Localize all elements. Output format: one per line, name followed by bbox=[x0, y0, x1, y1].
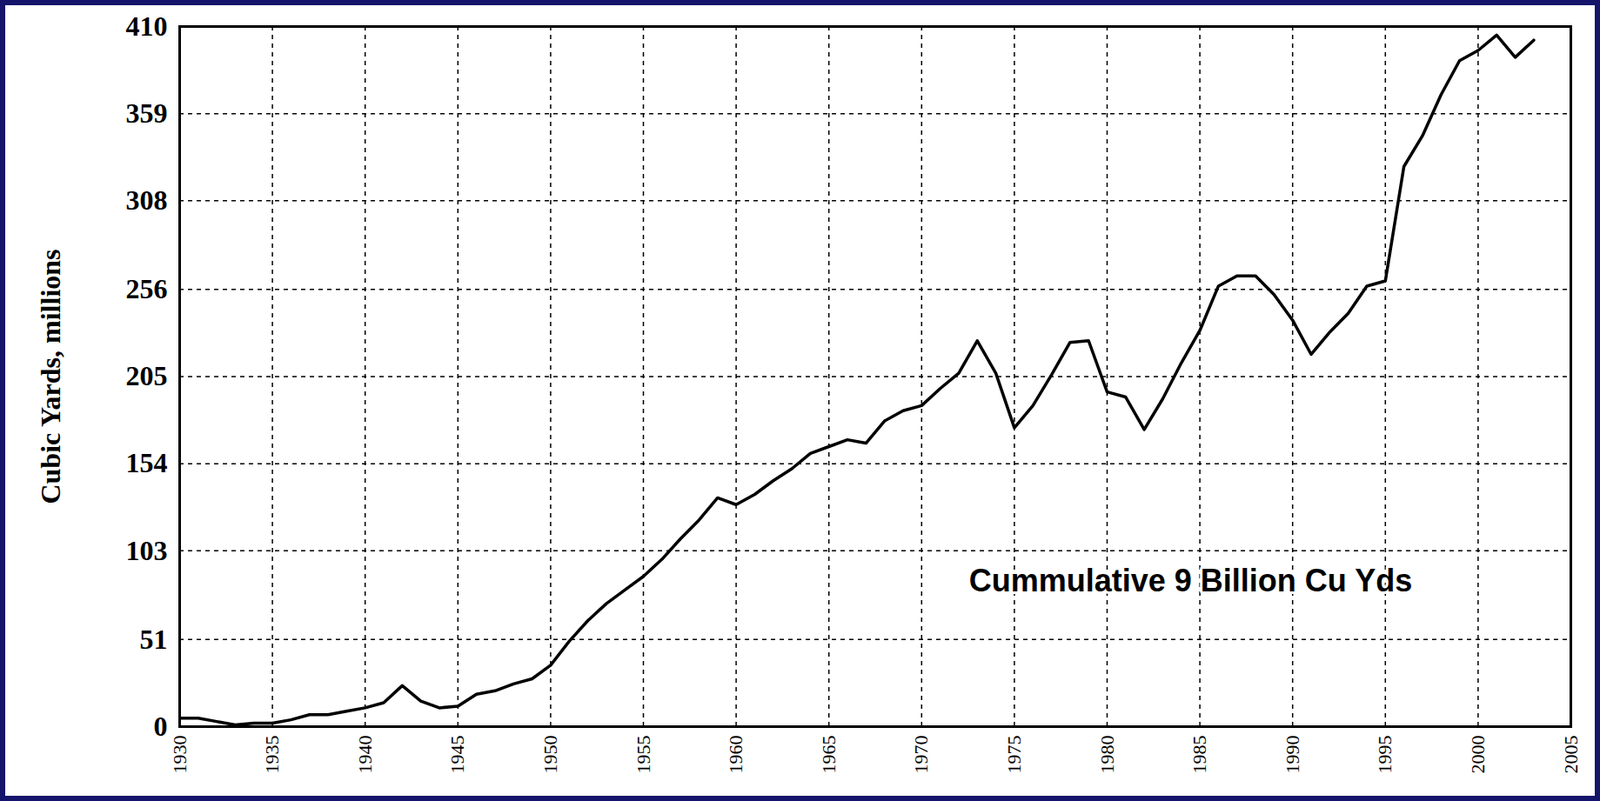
svg-text:103: 103 bbox=[126, 535, 168, 567]
svg-text:1965: 1965 bbox=[817, 736, 840, 775]
svg-text:359: 359 bbox=[126, 97, 168, 129]
svg-text:1970: 1970 bbox=[910, 736, 932, 775]
svg-text:1935: 1935 bbox=[261, 736, 283, 775]
svg-text:410: 410 bbox=[126, 10, 168, 42]
svg-text:Cubic Yards, millions: Cubic Yards, millions bbox=[34, 248, 67, 504]
svg-text:308: 308 bbox=[126, 184, 168, 216]
svg-text:1975: 1975 bbox=[1003, 736, 1025, 775]
svg-text:1950: 1950 bbox=[539, 736, 562, 775]
svg-text:256: 256 bbox=[126, 273, 168, 305]
svg-text:1990: 1990 bbox=[1281, 736, 1304, 775]
svg-text:1930: 1930 bbox=[168, 736, 191, 775]
svg-text:Cummulative 9 Billion Cu Yds: Cummulative 9 Billion Cu Yds bbox=[969, 562, 1413, 599]
svg-text:1955: 1955 bbox=[632, 736, 655, 775]
svg-text:2000: 2000 bbox=[1466, 736, 1489, 775]
svg-text:51: 51 bbox=[140, 623, 168, 656]
svg-text:2005: 2005 bbox=[1559, 736, 1582, 775]
svg-text:1985: 1985 bbox=[1188, 736, 1211, 775]
svg-text:1995: 1995 bbox=[1373, 736, 1396, 775]
svg-text:205: 205 bbox=[126, 360, 168, 392]
svg-text:1940: 1940 bbox=[354, 736, 376, 775]
svg-text:1980: 1980 bbox=[1096, 736, 1118, 775]
svg-text:1960: 1960 bbox=[724, 736, 747, 775]
svg-text:0: 0 bbox=[153, 710, 168, 743]
svg-text:1945: 1945 bbox=[446, 736, 469, 775]
svg-text:154: 154 bbox=[126, 447, 168, 479]
